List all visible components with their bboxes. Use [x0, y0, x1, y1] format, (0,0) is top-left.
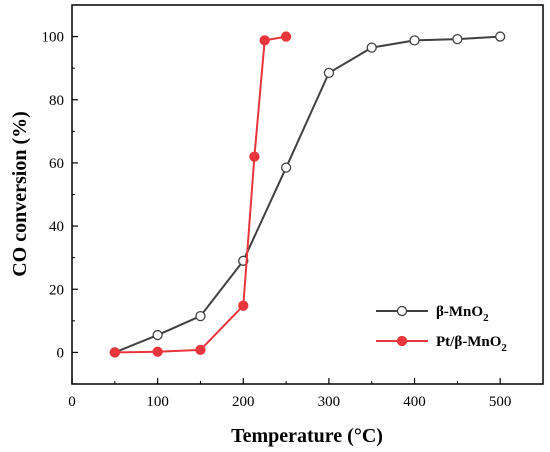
x-tick-label: 300 — [318, 394, 341, 410]
series-layer — [109, 31, 506, 358]
data-point-series-1 — [109, 347, 120, 358]
data-point-series-1 — [259, 35, 270, 46]
x-tick-label: 0 — [68, 394, 76, 410]
y-tick-label: 0 — [57, 345, 65, 361]
legend-label-1: Pt/β-MnO2 — [436, 334, 507, 354]
data-point-series-1 — [249, 151, 260, 162]
data-point-series-0 — [152, 329, 163, 341]
x-axis-title: Temperature (°C) — [231, 425, 383, 447]
y-tick-label: 20 — [49, 282, 64, 298]
plot-frame — [71, 4, 544, 385]
legend-label-subscript: 2 — [501, 342, 507, 354]
legend-label-0: β-MnO2 — [436, 304, 489, 324]
data-point-series-1 — [195, 344, 206, 356]
x-axis-ticks: 0 100 200 300 400 500 — [68, 378, 511, 410]
legend-label-subscript: 2 — [483, 312, 489, 324]
y-tick-label: 80 — [49, 93, 64, 109]
data-point-series-1 — [280, 31, 292, 42]
data-point-series-0 — [452, 33, 463, 45]
data-point-series-0 — [280, 162, 292, 173]
legend-label-main: Pt/β-MnO — [436, 334, 501, 350]
series-line-0 — [114, 35, 501, 354]
data-point-series-1 — [238, 300, 249, 311]
y-tick-label: 60 — [49, 156, 64, 172]
series-line-1 — [114, 35, 287, 354]
data-point-series-0 — [409, 35, 420, 46]
y-tick-label: 40 — [49, 219, 64, 235]
legend-marker-1 — [396, 335, 408, 347]
y-axis-ticks: 0 20 40 60 80 100 — [42, 4, 78, 385]
x-tick-label: 100 — [146, 394, 169, 410]
data-point-series-0 — [195, 310, 206, 322]
x-tick-label: 500 — [489, 394, 512, 410]
data-point-series-1 — [152, 346, 163, 357]
y-axis-title: CO conversion (%) — [9, 111, 31, 277]
legend-marker-0 — [396, 305, 408, 317]
data-point-series-0 — [323, 67, 335, 79]
y-tick-label: 100 — [42, 30, 65, 46]
legend-label-main: β-MnO — [436, 304, 483, 320]
data-point-series-0 — [495, 31, 506, 42]
x-tick-label: 400 — [403, 394, 426, 410]
data-point-series-0 — [366, 42, 377, 53]
x-tick-label: 200 — [232, 394, 255, 410]
